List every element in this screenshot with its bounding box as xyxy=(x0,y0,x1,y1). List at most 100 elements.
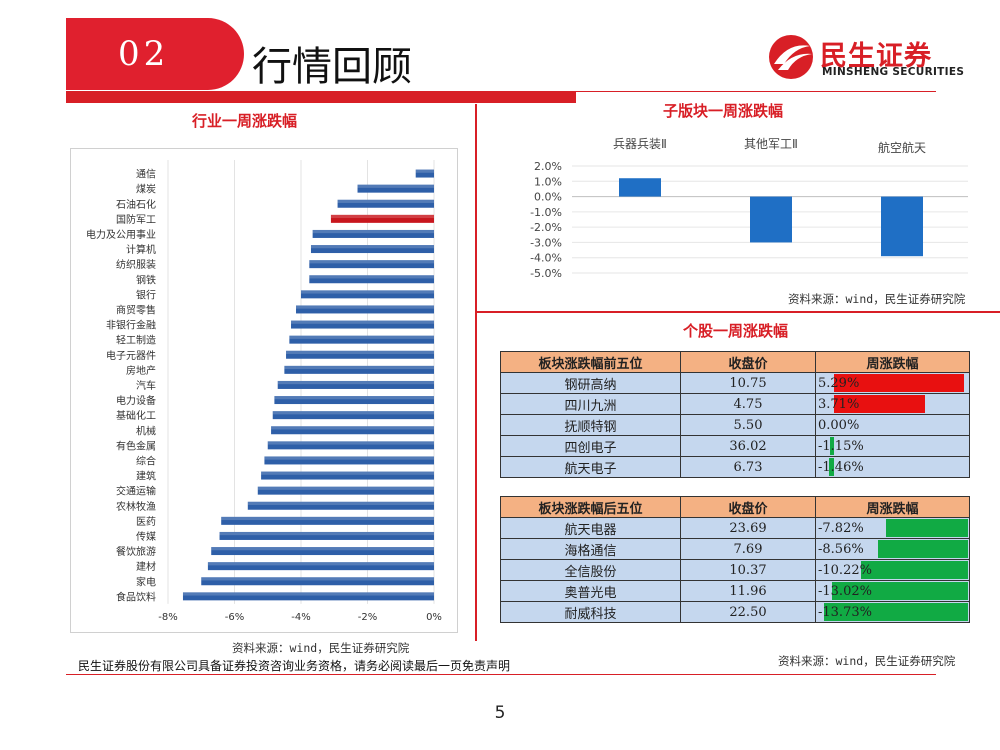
industry-bar-shine xyxy=(286,350,434,354)
industry-category-label: 计算机 xyxy=(126,243,156,256)
section-number-tab: 02 xyxy=(66,18,244,90)
industry-bar-shine xyxy=(201,577,434,581)
industry-category-label: 轻工制造 xyxy=(116,334,156,347)
change-databar xyxy=(831,582,968,600)
industry-category-label: 电子元器件 xyxy=(106,349,156,362)
industry-category-label: 交通运输 xyxy=(116,485,156,498)
industry-bar xyxy=(219,531,434,540)
industry-bar xyxy=(310,245,434,254)
stock-name: 四创电子 xyxy=(500,435,681,457)
industry-bar-chart: 通信煤炭石油石化国防军工电力及公用事业计算机纺织服装钢铁银行商贸零售非银行金融轻… xyxy=(70,148,458,633)
change-databar xyxy=(878,540,968,558)
top-table-header-name: 板块涨跌幅前五位 xyxy=(500,351,681,373)
change-databar xyxy=(886,519,968,537)
stock-change-cell: -10.22% xyxy=(815,559,970,581)
change-databar xyxy=(829,437,835,455)
stock-name: 航天电子 xyxy=(500,456,681,478)
industry-bar xyxy=(267,441,434,450)
stock-change-value: -1.46% xyxy=(818,459,864,475)
industry-chart-source: 资料来源：wind，民生证券研究院 xyxy=(232,641,410,655)
y-tick-label: 1.0% xyxy=(534,175,562,188)
industry-bar xyxy=(221,516,434,525)
minsheng-logo-icon xyxy=(769,35,813,79)
industry-category-label: 传媒 xyxy=(136,531,156,543)
industry-bar xyxy=(357,184,434,193)
stock-change-value: -10.22% xyxy=(818,562,872,578)
industry-bar xyxy=(312,229,434,238)
industry-category-label: 建材 xyxy=(136,560,156,573)
industry-category-label: 房地产 xyxy=(126,364,156,377)
industry-bar xyxy=(301,290,434,299)
stock-name: 奥普光电 xyxy=(500,580,681,602)
industry-category-label: 电力设备 xyxy=(116,394,156,407)
stock-change-cell: -1.46% xyxy=(815,456,970,478)
panel-divider-vertical xyxy=(475,104,477,641)
table-row: 海格通信 7.69 -8.56% xyxy=(500,538,970,560)
industry-bar-shine xyxy=(264,456,434,460)
subsector-category-label: 航空航天 xyxy=(878,140,926,155)
stock-change-cell: -7.82% xyxy=(815,517,970,539)
table-row: 耐威科技 22.50 -13.73% xyxy=(500,601,970,623)
industry-bar-shine xyxy=(257,486,434,490)
top-table-header-price: 收盘价 xyxy=(680,351,816,373)
industry-bar xyxy=(309,260,434,269)
stock-name: 全信股份 xyxy=(500,559,681,581)
stock-change-value: 3.71% xyxy=(818,396,860,412)
change-databar xyxy=(860,561,968,579)
y-tick-label: -4.0% xyxy=(530,252,562,265)
industry-bar-shine xyxy=(309,260,434,264)
header-divider xyxy=(66,91,936,92)
industry-category-label: 家电 xyxy=(136,575,156,588)
industry-category-label: 煤炭 xyxy=(136,183,156,196)
y-tick-label: 0.0% xyxy=(534,191,562,204)
industry-bar xyxy=(337,199,434,208)
page-title: 行情回顾 xyxy=(252,44,412,90)
stock-change-cell: -13.02% xyxy=(815,580,970,602)
industry-bar xyxy=(296,305,434,314)
industry-category-label: 非银行金融 xyxy=(106,319,156,332)
industry-category-label: 农林牧渔 xyxy=(116,500,156,513)
industry-bar-shine xyxy=(337,199,434,203)
stock-change-value: -8.56% xyxy=(818,541,864,557)
y-tick-label: -2.0% xyxy=(530,221,562,234)
industry-category-label: 基础化工 xyxy=(116,409,156,422)
industry-bar-shine xyxy=(211,547,434,551)
bottom-table-header-change: 周涨跌幅 xyxy=(815,496,970,518)
industry-bar xyxy=(277,380,434,389)
stock-name: 耐威科技 xyxy=(500,601,681,623)
logo-text-cn: 民生证券 xyxy=(820,41,932,72)
y-tick-label: -5.0% xyxy=(530,267,562,280)
section-number: 02 xyxy=(118,34,170,74)
disclaimer-text: 民生证券股份有限公司具备证券投资咨询业务资格，请务必阅读最后一页免责声明 xyxy=(78,659,511,673)
industry-bar xyxy=(330,214,434,223)
stock-change-cell: -8.56% xyxy=(815,538,970,560)
industry-bar xyxy=(211,547,434,556)
subsector-category-label: 兵器兵装Ⅱ xyxy=(613,137,667,151)
stock-price: 7.69 xyxy=(680,538,816,560)
industry-bar-shine xyxy=(219,531,434,536)
table-row: 四创电子 36.02 -1.15% xyxy=(500,435,970,457)
stock-price: 10.75 xyxy=(680,372,816,394)
stock-name: 四川九洲 xyxy=(500,393,681,415)
bottom-five-table: 板块涨跌幅后五位 收盘价 周涨跌幅 航天电器 23.69 -7.82% 海格通信 7.6… xyxy=(500,496,970,623)
industry-bar-shine xyxy=(296,305,434,309)
bottom-table-header-price: 收盘价 xyxy=(680,496,816,518)
table-row: 全信股份 10.37 -10.22% xyxy=(500,559,970,581)
subsector-bar xyxy=(881,196,923,257)
industry-category-label: 建筑 xyxy=(136,470,156,483)
industry-bar-shine xyxy=(272,411,434,415)
industry-bar xyxy=(207,562,434,571)
x-tick-label: -8% xyxy=(158,612,177,623)
industry-bar-shine xyxy=(182,592,434,596)
stock-change-value: 5.29% xyxy=(818,375,860,391)
industry-category-label: 餐饮旅游 xyxy=(116,545,156,558)
industry-category-label: 钢铁 xyxy=(136,273,156,286)
stock-price: 22.50 xyxy=(680,601,816,623)
table-row: 钢研高纳 10.75 5.29% xyxy=(500,372,970,394)
industry-bar xyxy=(201,577,434,586)
industry-category-label: 石油石化 xyxy=(116,198,156,211)
industry-category-label: 银行 xyxy=(136,288,156,301)
logo-text-en: MINSHENG SECURITIES xyxy=(822,66,965,78)
industry-bar xyxy=(257,486,434,495)
industry-category-label: 有色金属 xyxy=(116,439,156,452)
